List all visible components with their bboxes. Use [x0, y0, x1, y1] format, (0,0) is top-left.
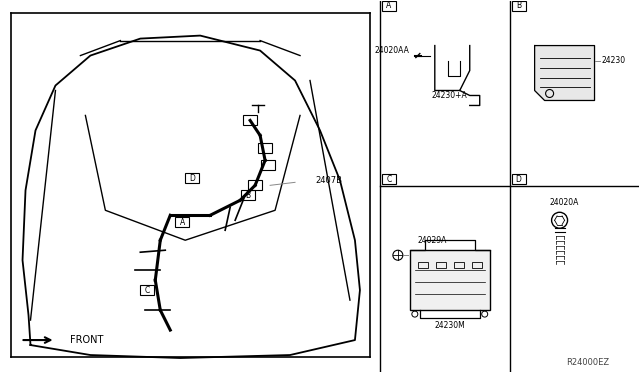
Text: R24000EZ: R24000EZ [566, 357, 609, 366]
Text: A: A [387, 1, 392, 10]
Bar [472, 262, 482, 268]
Bar [511, 174, 525, 185]
Bar [418, 262, 428, 268]
Bar [175, 217, 189, 227]
Bar [258, 143, 272, 153]
Bar [261, 160, 275, 170]
Text: 24020A: 24020A [550, 198, 579, 207]
Text: D: D [516, 175, 522, 184]
Text: 24029A: 24029A [418, 236, 447, 245]
Bar [243, 115, 257, 125]
Text: B: B [246, 191, 251, 200]
Text: 24230M: 24230M [435, 321, 465, 330]
Text: 24230+A: 24230+A [432, 91, 468, 100]
Text: FRONT: FRONT [70, 335, 104, 345]
Bar [241, 190, 255, 200]
Bar [185, 173, 199, 183]
Text: B: B [516, 1, 521, 10]
Bar [248, 180, 262, 190]
Text: A: A [180, 218, 185, 227]
Text: 2407B: 2407B [315, 176, 342, 185]
Bar [140, 285, 154, 295]
Bar [436, 262, 446, 268]
Text: 24020AA: 24020AA [375, 46, 410, 55]
Polygon shape [534, 46, 595, 100]
Bar [410, 250, 490, 310]
Text: D: D [189, 174, 195, 183]
Text: C: C [387, 175, 392, 184]
Text: 24230: 24230 [602, 56, 626, 65]
Text: C: C [145, 286, 150, 295]
Bar [382, 174, 396, 185]
Bar [382, 1, 396, 11]
Bar [511, 1, 525, 11]
Bar [454, 262, 464, 268]
